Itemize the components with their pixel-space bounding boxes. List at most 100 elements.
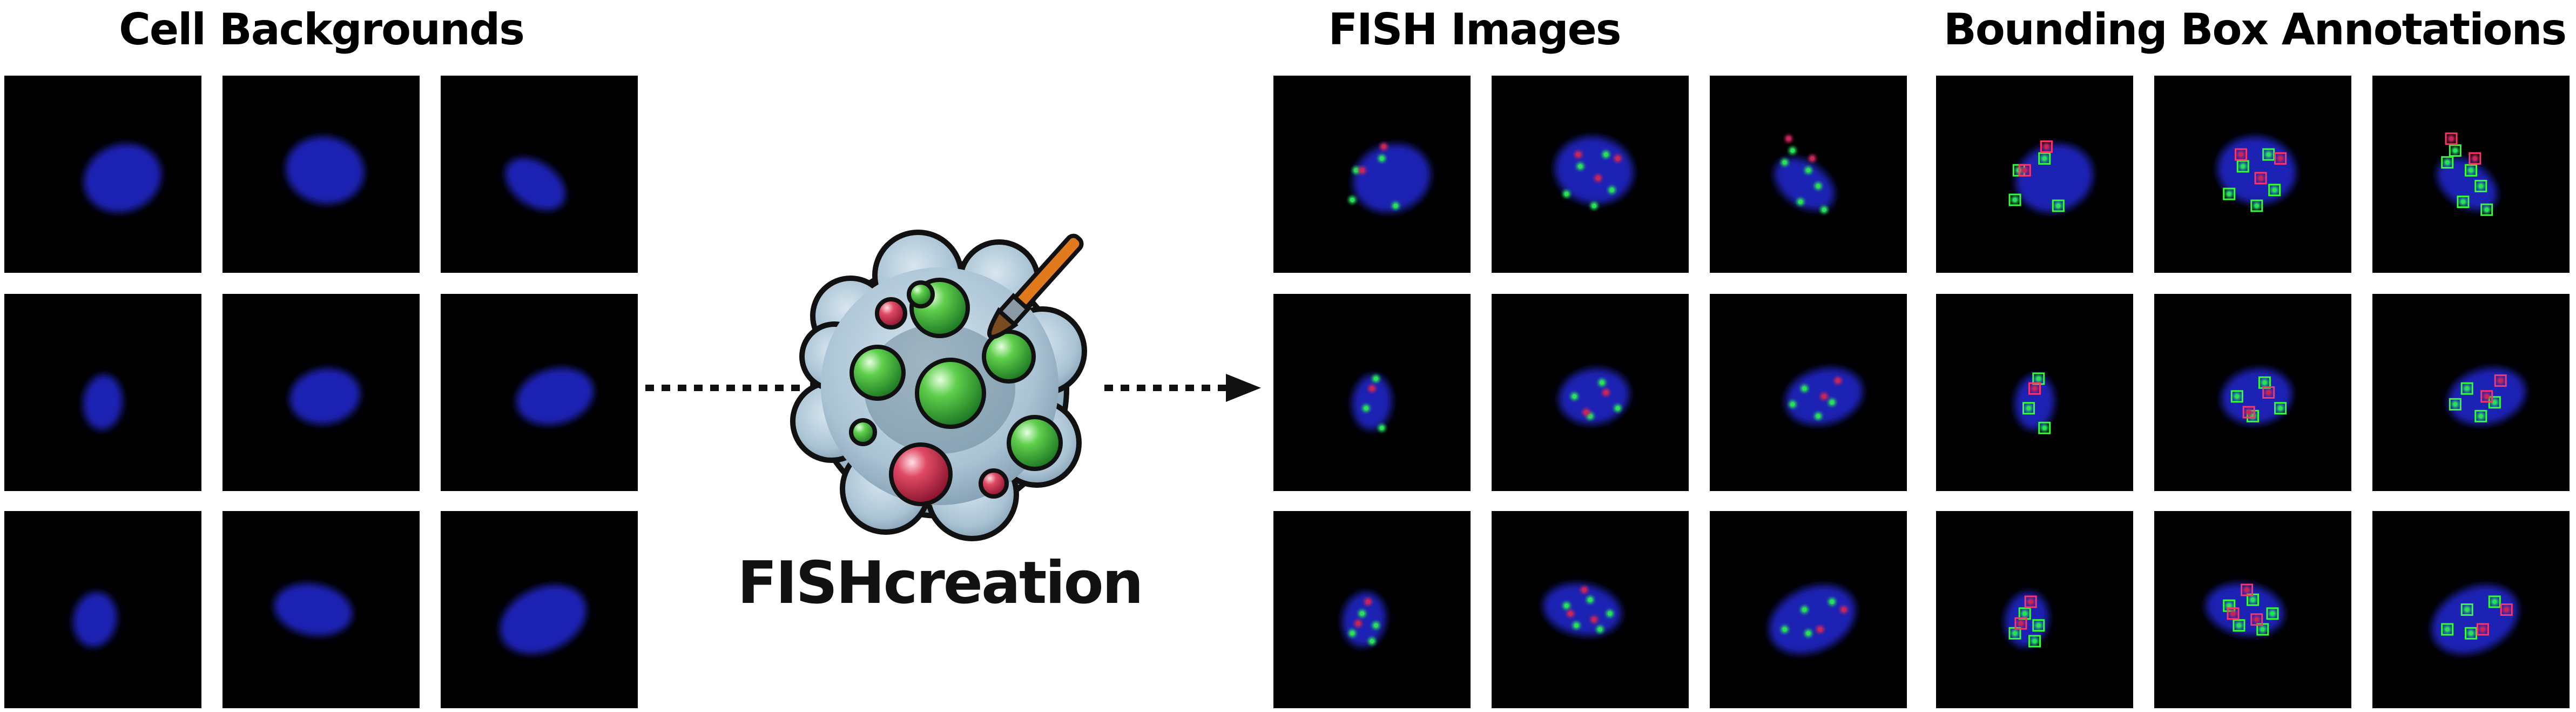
- bounding-box: [2258, 376, 2271, 389]
- fish-spot-core: [2022, 168, 2027, 173]
- fish-spot-core: [2492, 599, 2497, 604]
- fish-spot-core: [1603, 390, 1608, 395]
- fish-spot-core: [1830, 599, 1835, 604]
- image-tile-cell: [441, 294, 638, 491]
- fish-spot-core: [2042, 426, 2047, 431]
- image-tile-bbox: [2372, 76, 2570, 273]
- fish-spot-core: [1615, 156, 1620, 161]
- fish-spot-core: [2445, 160, 2450, 165]
- fish-spot-core: [1782, 627, 1787, 632]
- fish-spot-core: [2266, 152, 2271, 157]
- fish-spot-core: [1609, 187, 1614, 192]
- nucleus: [1774, 158, 1835, 211]
- fish-spot-core: [1584, 410, 1589, 414]
- fish-spot-core: [2247, 410, 2251, 414]
- bounding-box: [2449, 398, 2462, 411]
- fish-spot-core: [2272, 187, 2277, 192]
- image-tile-bbox: [2372, 294, 2570, 491]
- fish-spot-core: [2478, 414, 2483, 419]
- fish-spot-core: [2042, 156, 2047, 161]
- fish-spot-core: [1603, 152, 1608, 157]
- image-tile-fish: [1492, 511, 1689, 708]
- bounding-box: [2250, 613, 2263, 626]
- fish-spot-core: [1366, 599, 1371, 604]
- fish-spot-core: [1790, 402, 1795, 407]
- nucleus: [2206, 583, 2284, 636]
- fishcreation-label: FISHcreation: [737, 549, 1143, 617]
- bounding-box: [2008, 193, 2021, 206]
- fish-spot-core: [1802, 607, 1807, 612]
- bounding-box: [2494, 374, 2507, 387]
- bounding-box: [2247, 409, 2259, 422]
- fish-spot-core: [1576, 152, 1581, 157]
- fish-spot-core: [2465, 386, 2470, 391]
- fish-spot-core: [2492, 400, 2497, 405]
- fish-spot-core: [2056, 203, 2061, 208]
- bounding-box: [2014, 617, 2027, 630]
- fish-spot-core: [2465, 607, 2470, 612]
- bounding-box: [2032, 372, 2045, 385]
- fish-spot-core: [2504, 607, 2509, 612]
- nucleus: [1559, 368, 1630, 425]
- image-tile-bbox: [2154, 511, 2351, 708]
- title-bounding-box-annotations: Bounding Box Annotations: [1943, 4, 2567, 55]
- fish-spot-core: [1373, 376, 1378, 381]
- fish-spot-core: [1596, 176, 1601, 180]
- fish-spot-core: [1806, 631, 1811, 636]
- bounding-box: [2227, 607, 2240, 620]
- nucleus: [1543, 583, 1622, 636]
- fish-spot-core: [1350, 197, 1354, 202]
- fish-spot-core: [2036, 376, 2041, 381]
- fish-spot-core: [2028, 599, 2033, 604]
- bounding-box: [2241, 583, 2254, 596]
- fish-spot-core: [2013, 197, 2017, 202]
- fish-spot-core: [1564, 603, 1569, 608]
- fish-spot-core: [2032, 639, 2037, 643]
- fish-spot-core: [2254, 617, 2259, 622]
- fish-spot-core: [2460, 199, 2465, 204]
- image-tile-bbox: [1936, 511, 2133, 708]
- fish-spot-core: [1360, 168, 1365, 173]
- fish-spot-core: [1588, 414, 1593, 419]
- nucleus: [2437, 158, 2498, 211]
- bounding-box: [2254, 172, 2267, 185]
- image-tile-fish: [1710, 294, 1907, 491]
- image-tile-cell: [4, 76, 201, 273]
- fish-spot-core: [2278, 156, 2283, 161]
- fish-spot-core: [2266, 390, 2271, 395]
- fish-images-grid: [1273, 76, 1907, 708]
- image-tile-bbox: [2372, 511, 2570, 708]
- fish-spot-core: [1802, 386, 1807, 391]
- fish-spot-core: [2036, 623, 2041, 628]
- fish-spot-core: [1592, 617, 1596, 622]
- image-tile-cell: [441, 76, 638, 273]
- fish-spot-core: [2478, 184, 2483, 189]
- bounding-box: [2018, 607, 2031, 620]
- image-tile-fish: [1273, 76, 1471, 273]
- bounding-box: [2032, 619, 2045, 632]
- image-tile-fish: [1273, 294, 1471, 491]
- fish-spot-core: [1568, 611, 1573, 616]
- bounding-box: [2474, 409, 2487, 422]
- title-fish-images: FISH Images: [1328, 4, 1621, 55]
- fish-spot-core: [2018, 621, 2023, 626]
- bounding-box: [2242, 406, 2255, 419]
- bounding-box: [2500, 603, 2513, 616]
- fish-spot-core: [2044, 144, 2049, 149]
- fish-spot-core: [2262, 380, 2267, 385]
- fish-spot-core: [2013, 631, 2017, 636]
- bounding-box: [2052, 199, 2065, 212]
- fish-spot-core: [1798, 199, 1803, 204]
- bounding-box-grid: [1936, 76, 2570, 708]
- fish-spot-core: [1393, 203, 1398, 208]
- fish-spot-core: [1370, 386, 1374, 391]
- bounding-box: [2223, 599, 2236, 612]
- fish-spot-core: [2469, 631, 2473, 636]
- fish-spot-core: [1381, 144, 1386, 149]
- bounding-box: [2028, 382, 2041, 395]
- bounding-box: [2223, 187, 2236, 200]
- image-tile-bbox: [1936, 76, 2133, 273]
- bounding-box: [2038, 152, 2051, 165]
- bounding-box: [2040, 140, 2053, 153]
- fish-spot-core: [1600, 380, 1604, 385]
